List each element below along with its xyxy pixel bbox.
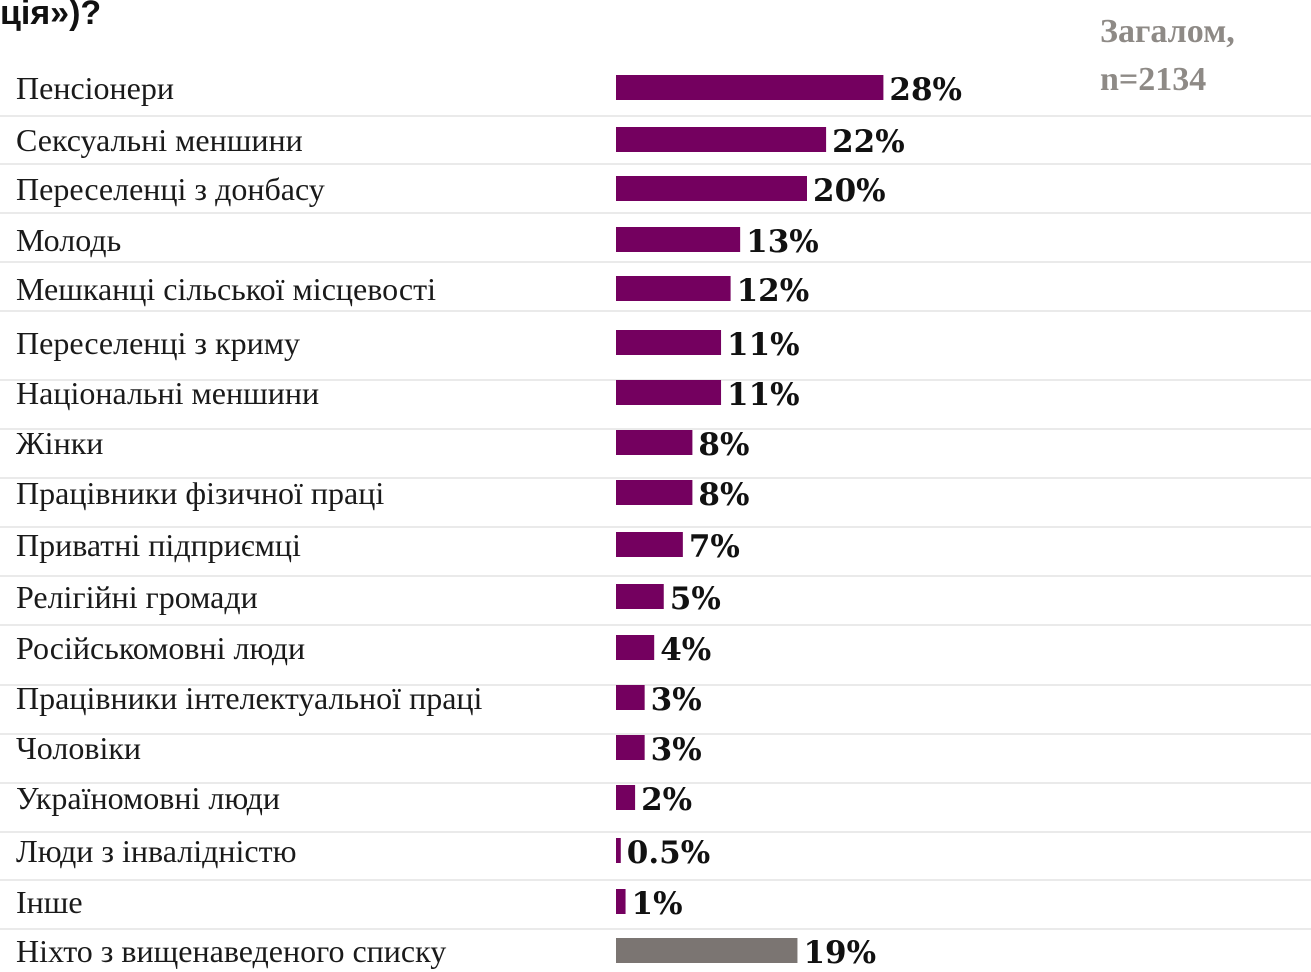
bar [616, 75, 883, 100]
value-label: 1% [632, 886, 683, 922]
category-label: Приватні підприємці [16, 527, 301, 563]
category-label: Пенсіонери [16, 70, 174, 106]
category-label: Жінки [16, 425, 103, 461]
value-label: 22% [832, 124, 905, 160]
category-label: Молодь [16, 222, 121, 258]
value-label: 3% [651, 682, 702, 718]
bar [616, 330, 721, 355]
value-label: 20% [813, 173, 886, 209]
value-label: 19% [803, 935, 876, 971]
bar [616, 838, 621, 863]
bar [616, 380, 721, 405]
value-label: 12% [737, 273, 810, 309]
value-label: 28% [889, 72, 962, 108]
bar [616, 430, 692, 455]
bar [616, 635, 654, 660]
value-label: 13% [746, 224, 819, 260]
bar [616, 176, 807, 201]
category-label: Російськомовні люди [16, 630, 305, 666]
bar [616, 785, 635, 810]
category-label: Працівники фізичної праці [16, 475, 384, 511]
category-label: Національні меншини [16, 375, 319, 411]
category-label: Україномовні люди [16, 780, 280, 816]
bar [616, 276, 731, 301]
bar [616, 938, 797, 963]
value-label: 11% [727, 377, 800, 413]
bar [616, 480, 692, 505]
bar [616, 127, 826, 152]
category-label: Переселенці з донбасу [16, 171, 325, 207]
bar [616, 584, 664, 609]
category-label: Працівники інтелектуальної праці [16, 680, 483, 716]
value-label: 0.5% [627, 835, 710, 871]
value-label: 11% [727, 327, 800, 363]
value-label: 4% [660, 632, 711, 668]
value-label: 7% [689, 529, 740, 565]
category-label: Інше [16, 884, 83, 920]
category-label: Сексуальні меншини [16, 122, 303, 158]
category-label: Переселенці з криму [16, 325, 300, 361]
value-label: 2% [641, 782, 692, 818]
category-label: Люди з інвалідністю [16, 833, 296, 869]
bar [616, 889, 626, 914]
category-label: Чоловіки [16, 730, 141, 766]
bar [616, 685, 645, 710]
value-label: 8% [698, 477, 749, 513]
value-label: 5% [670, 581, 721, 617]
bar [616, 532, 683, 557]
bar [616, 735, 645, 760]
category-label: Ніхто з вищенаведеного списку [16, 933, 446, 969]
value-label: 8% [698, 427, 749, 463]
category-label: Релігійні громади [16, 579, 258, 615]
category-label: Мешканці сільської місцевості [16, 271, 436, 307]
value-label: 3% [651, 732, 702, 768]
bar [616, 227, 740, 252]
